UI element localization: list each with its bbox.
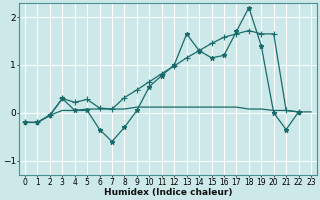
X-axis label: Humidex (Indice chaleur): Humidex (Indice chaleur)	[104, 188, 232, 197]
